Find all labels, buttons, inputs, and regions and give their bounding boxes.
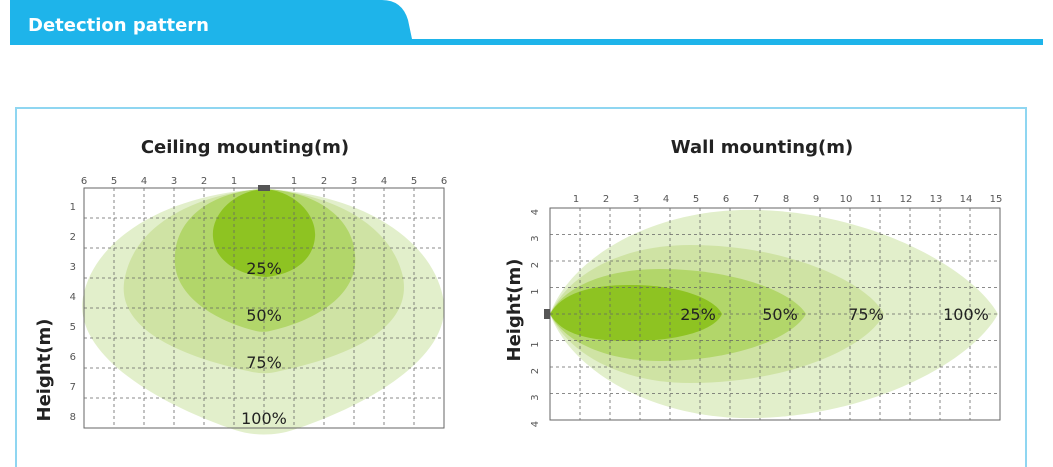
wall-x-tick: 3: [633, 194, 639, 205]
wall-sensor: [544, 309, 550, 319]
wall-label-50: 50%: [762, 305, 798, 324]
wall-y-tick: 2: [530, 262, 541, 268]
wall-x-tick: 2: [603, 194, 609, 205]
wall-y-tick: 4: [530, 421, 541, 427]
ceiling-x-tick: 3: [171, 176, 177, 187]
wall-ylabel: Height(m): [504, 259, 525, 362]
detection-pattern-panel: [15, 107, 1027, 467]
ceiling-label-25: 25%: [246, 259, 282, 278]
wall-zone-25: [550, 285, 722, 341]
ceiling-x-tick: 3: [351, 176, 357, 187]
wall-y-tick: 1: [530, 288, 541, 294]
wall-diagram: Wall mounting(m) Height(m) 1 2 3 4 5 6 7 8 9 10 11…: [504, 137, 1002, 427]
ceiling-y-tick: 2: [70, 232, 76, 243]
wall-x-tick: 8: [783, 194, 789, 205]
header-tab: Detection pattern: [10, 0, 1043, 45]
ceiling-y-tick: 7: [70, 382, 76, 393]
ceiling-x-tick: 5: [111, 176, 117, 187]
ceiling-x-tick: 2: [201, 176, 207, 187]
ceiling-x-tick: 6: [81, 176, 87, 187]
ceiling-y-tick: 3: [70, 262, 76, 273]
wall-y-tick: 2: [530, 368, 541, 374]
ceiling-label-75: 75%: [246, 353, 282, 372]
wall-title: Wall mounting(m): [671, 137, 853, 158]
wall-y-tick: 3: [530, 235, 541, 241]
wall-label-75: 75%: [848, 305, 884, 324]
ceiling-y-tick: 6: [70, 352, 76, 363]
ceiling-ylabel: Height(m): [34, 319, 55, 422]
ceiling-x-tick: 5: [411, 176, 417, 187]
ceiling-x-tick: 4: [381, 176, 387, 187]
ceiling-x-tick: 4: [141, 176, 147, 187]
wall-label-100: 100%: [943, 305, 989, 324]
wall-x-tick: 13: [930, 194, 943, 205]
wall-x-tick: 9: [813, 194, 819, 205]
ceiling-y-tick: 4: [70, 292, 76, 303]
wall-x-tick: 11: [870, 194, 883, 205]
ceiling-diagram: Ceiling mounting(m) Height(m) 6 5 4 3 2 1 1 2 3 4…: [34, 137, 447, 435]
ceiling-x-tick: 1: [291, 176, 297, 187]
wall-y-tick: 4: [530, 209, 541, 215]
wall-label-25: 25%: [680, 305, 716, 324]
ceiling-label-100: 100%: [241, 409, 287, 428]
wall-x-tick: 15: [990, 194, 1003, 205]
ceiling-title: Ceiling mounting(m): [141, 137, 349, 158]
header-tab-shape: [10, 0, 1043, 45]
wall-x-tick: 14: [960, 194, 973, 205]
wall-x-tick: 12: [900, 194, 913, 205]
wall-y-tick: 1: [530, 341, 541, 347]
ceiling-label-50: 50%: [246, 306, 282, 325]
header-title: Detection pattern: [28, 15, 209, 36]
ceiling-grid: 6 5 4 3 2 1 1 2 3 4 5 6 1 2 3 4 5 6 7 8: [70, 176, 447, 429]
ceiling-y-tick: 5: [70, 322, 76, 333]
ceiling-y-tick: 8: [70, 412, 76, 423]
ceiling-x-tick: 1: [231, 176, 237, 187]
wall-x-tick: 1: [573, 194, 579, 205]
ceiling-y-tick: 1: [70, 202, 76, 213]
wall-x-tick: 6: [723, 194, 729, 205]
wall-y-tick: 3: [530, 394, 541, 400]
wall-x-tick: 7: [753, 194, 759, 205]
wall-x-tick: 4: [663, 194, 669, 205]
wall-x-tick: 5: [693, 194, 699, 205]
ceiling-sensor: [258, 185, 270, 191]
ceiling-x-tick: 2: [321, 176, 327, 187]
wall-x-tick: 10: [840, 194, 853, 205]
ceiling-x-tick: 6: [441, 176, 447, 187]
